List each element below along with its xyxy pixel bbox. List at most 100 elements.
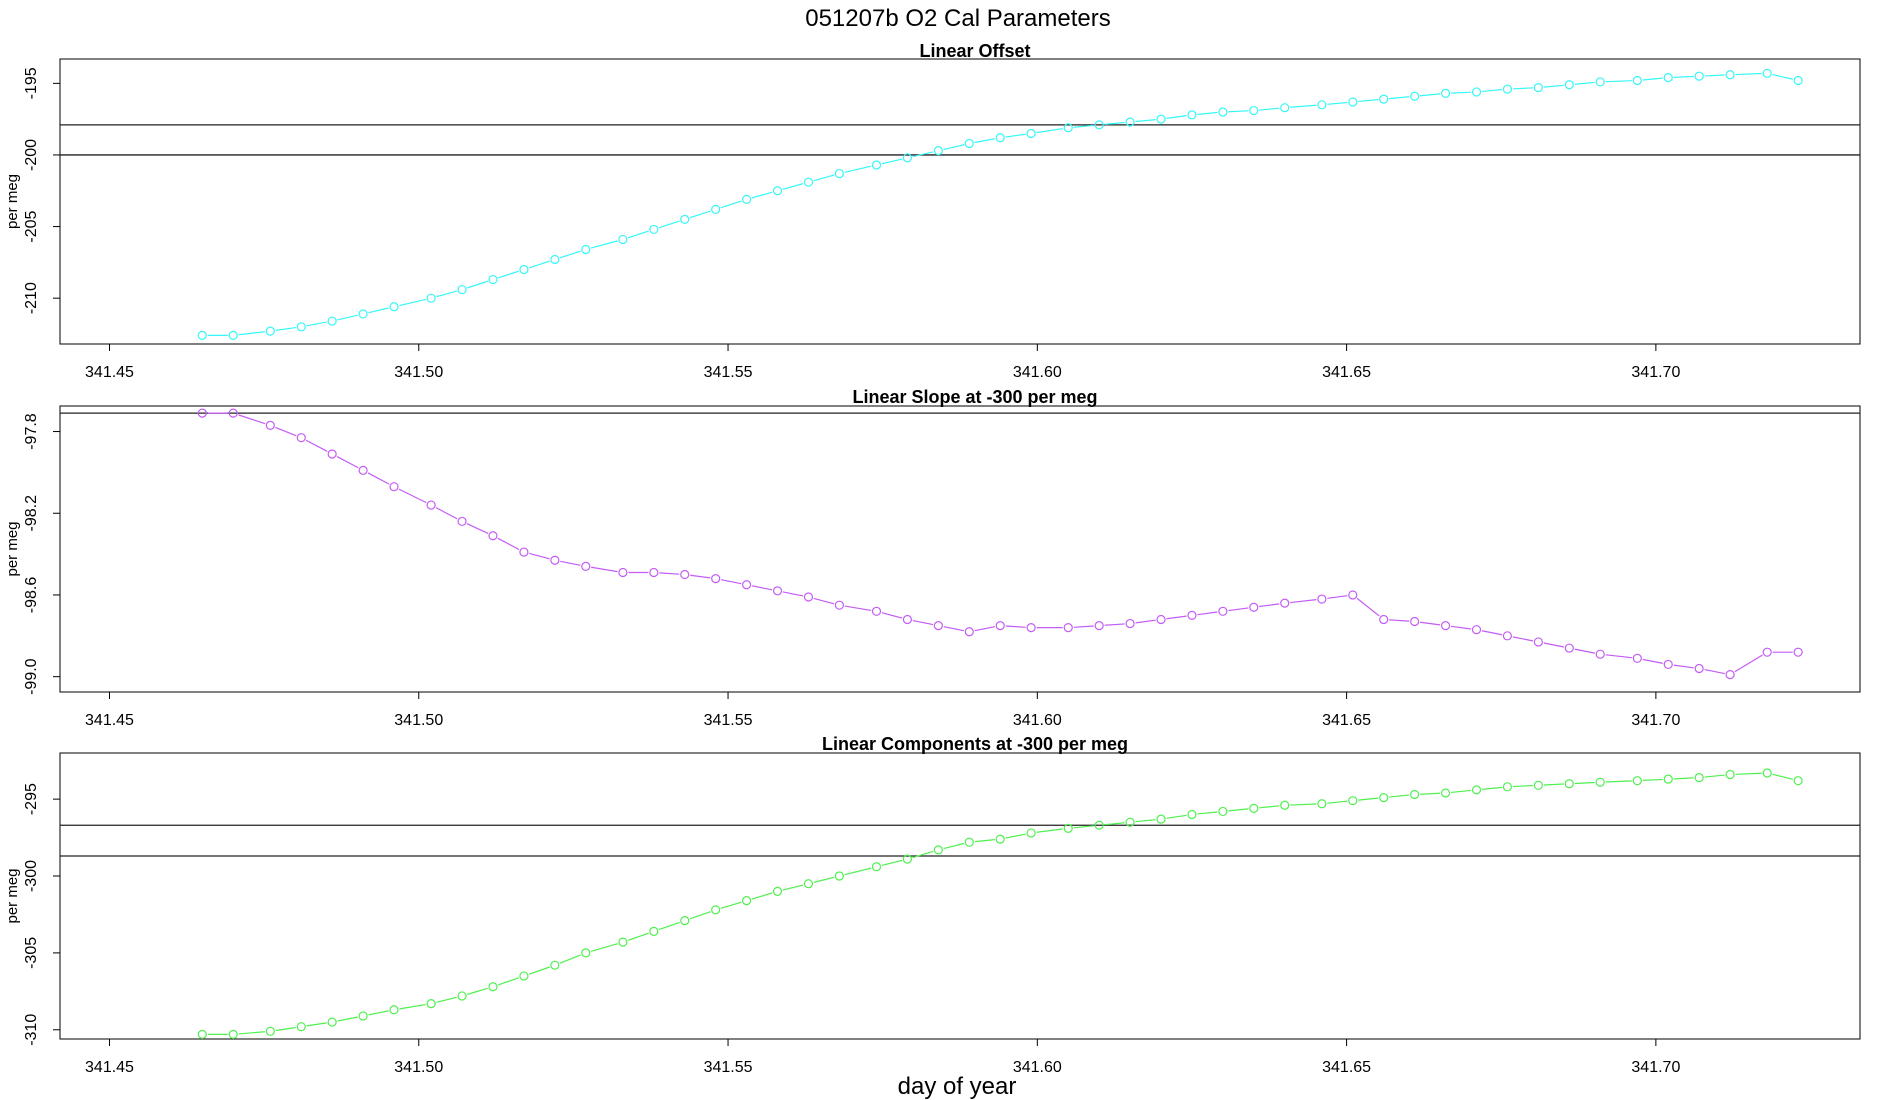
data-point (1595, 77, 1605, 87)
series-line-segment (529, 552, 550, 560)
series-line-segment (560, 560, 581, 566)
data-point (964, 627, 974, 637)
data-point (1471, 87, 1482, 97)
data-point (1317, 594, 1327, 604)
data-point (1218, 806, 1228, 817)
data-point (488, 531, 498, 541)
data-point (1348, 97, 1358, 107)
series-line-segment (1605, 654, 1632, 659)
series-line-segment (238, 414, 266, 425)
data-point (1187, 610, 1197, 620)
data-point (519, 547, 529, 557)
data-point (1410, 91, 1420, 101)
data-point (1063, 623, 1073, 633)
data-point (1793, 75, 1803, 86)
data-point (680, 916, 690, 926)
data-point (327, 316, 337, 326)
data-point (1533, 83, 1543, 93)
series-line-segment (974, 138, 995, 144)
series-line-segment (275, 326, 296, 331)
series-line-segment (720, 200, 742, 209)
data-point (1249, 602, 1259, 612)
y-tick-label: -98.6 (23, 577, 40, 614)
y-tick-label: -300 (23, 860, 40, 892)
data-point (1564, 643, 1574, 653)
series-line-segment (306, 321, 327, 327)
series-line-segment (1290, 803, 1317, 806)
data-point (1125, 817, 1135, 827)
series-line-segment (1327, 101, 1348, 105)
data-point (1156, 614, 1166, 625)
x-tick-label: 341.55 (704, 1059, 753, 1076)
series-line-segment (1290, 599, 1317, 604)
series-line-segment (1327, 595, 1348, 599)
data-point (1187, 809, 1197, 820)
data-point (1317, 799, 1327, 809)
data-point (1249, 803, 1259, 813)
data-point (964, 837, 974, 847)
y-tick-label: -200 (23, 139, 40, 171)
series-line-segment (1704, 774, 1725, 778)
series-line-segment (1290, 104, 1317, 108)
series-line-segment (1135, 819, 1156, 823)
data-point (871, 606, 882, 616)
data-point (1471, 785, 1482, 795)
series-line-segment (974, 626, 995, 632)
data-point (389, 482, 399, 492)
data-point (618, 234, 628, 245)
data-point (488, 982, 498, 992)
x-tick-label: 341.60 (1013, 1059, 1062, 1076)
data-point (902, 153, 913, 163)
series-line-segment (689, 210, 711, 219)
series-line-segment (1420, 621, 1441, 626)
data-point (1663, 73, 1673, 83)
panel-title: Linear Slope at -300 per meg (852, 387, 1097, 407)
series-line-segment (399, 298, 426, 307)
data-point (803, 879, 814, 889)
data-point (1725, 70, 1735, 80)
series-line-segment (1605, 80, 1632, 83)
data-point (1793, 647, 1803, 657)
data-point (933, 845, 943, 855)
series-line-segment (1228, 110, 1249, 113)
series-line-segment (844, 867, 872, 876)
series-line-segment (627, 932, 649, 941)
series-line-segment (1005, 133, 1026, 138)
series-line-segment (368, 307, 389, 314)
data-point (389, 1005, 399, 1015)
series-line-segment (1673, 777, 1694, 780)
data-point (296, 322, 306, 332)
series-line-segment (466, 523, 489, 534)
series-line-segment (498, 270, 519, 279)
data-point (834, 600, 844, 610)
series-line-segment (1673, 75, 1694, 78)
series-line-segment (1228, 808, 1249, 812)
series-line-segment (1481, 786, 1503, 790)
series-line-segment (368, 1010, 389, 1016)
series-line-segment (912, 619, 934, 626)
series-line-segment (1259, 603, 1280, 608)
data-point (1026, 128, 1036, 139)
series-line-segment (1104, 822, 1125, 826)
data-point (1564, 779, 1574, 789)
series-line-segment (1135, 619, 1156, 624)
data-point (834, 871, 844, 881)
data-point (741, 194, 752, 204)
data-point (265, 1026, 275, 1036)
series-line-segment (881, 612, 903, 619)
data-point (358, 309, 368, 319)
y-tick-label: -195 (23, 67, 40, 99)
data-point (1440, 88, 1451, 98)
y-tick-label: -205 (23, 210, 40, 242)
series-line-segment (751, 585, 773, 591)
series-line-segment (813, 876, 835, 883)
data-point (1564, 80, 1574, 90)
data-point (457, 516, 467, 527)
data-point (711, 574, 721, 584)
data-point (1063, 123, 1073, 133)
series-line-segment (881, 859, 903, 867)
series-line-segment (1512, 784, 1533, 788)
series-line-segment (591, 566, 618, 573)
series-line-segment (782, 591, 804, 597)
